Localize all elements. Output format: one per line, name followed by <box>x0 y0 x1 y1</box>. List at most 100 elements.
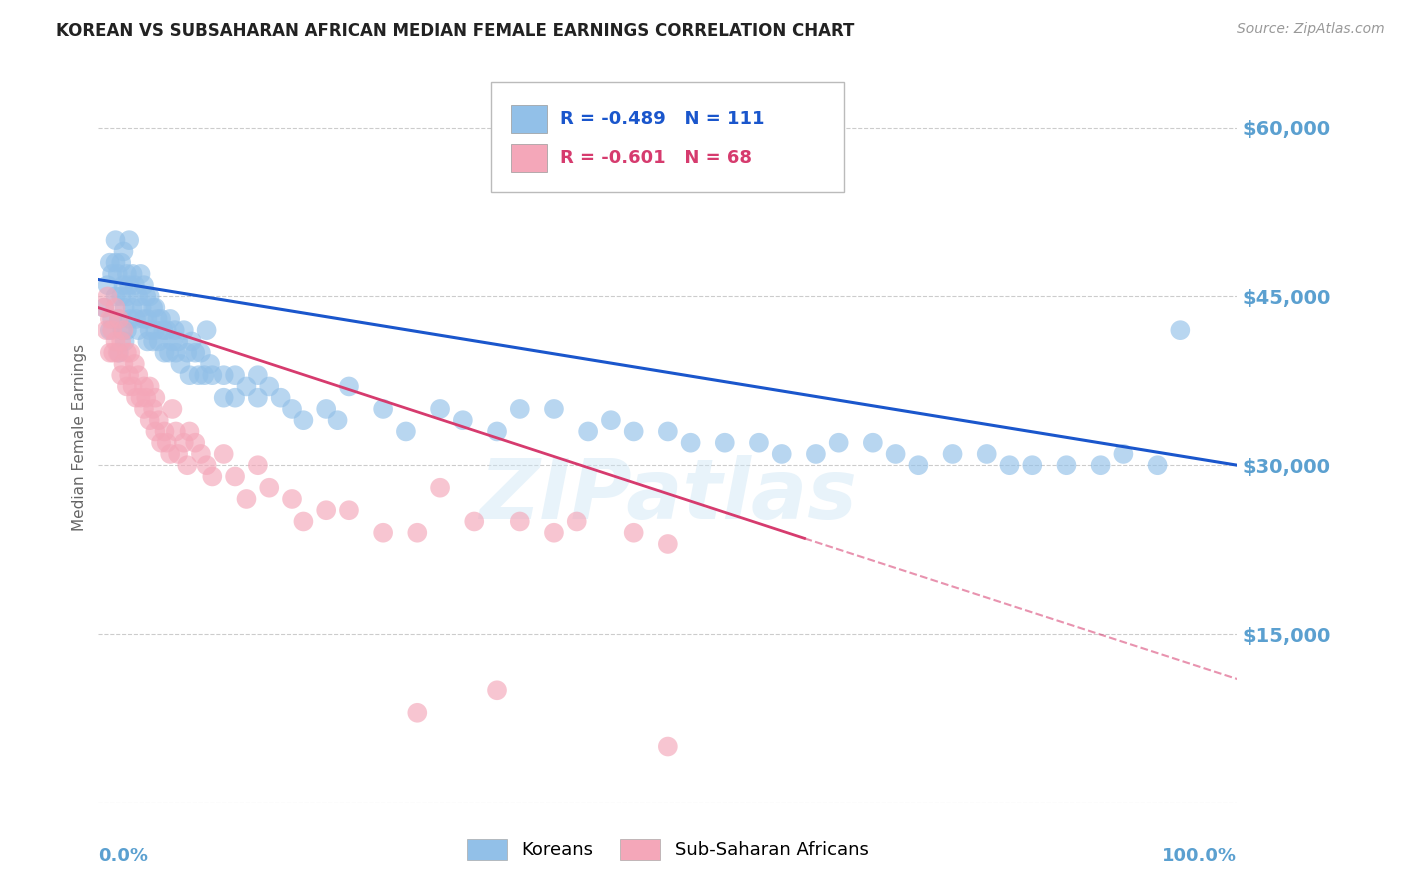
Point <box>543 525 565 540</box>
Point <box>165 345 187 359</box>
Point <box>138 289 160 303</box>
Point <box>101 312 124 326</box>
Text: KOREAN VS SUBSAHARAN AFRICAN MEDIAN FEMALE EARNINGS CORRELATION CHART: KOREAN VS SUBSAHARAN AFRICAN MEDIAN FEMA… <box>56 22 855 40</box>
Point <box>292 413 315 427</box>
Point <box>111 323 134 337</box>
Point <box>132 379 155 393</box>
Point <box>132 312 155 326</box>
Point <box>406 525 429 540</box>
Point <box>110 368 132 383</box>
Point <box>184 345 207 359</box>
Point <box>187 368 209 383</box>
Point <box>132 401 155 416</box>
Point <box>623 425 645 439</box>
Point <box>184 435 207 450</box>
Point <box>152 323 174 337</box>
Point <box>1170 323 1192 337</box>
Point <box>714 435 737 450</box>
Point <box>104 334 127 349</box>
Point <box>104 233 127 247</box>
Point <box>907 458 929 473</box>
FancyBboxPatch shape <box>510 144 547 171</box>
Point <box>165 425 187 439</box>
Point <box>138 323 160 337</box>
Point <box>115 267 138 281</box>
Point <box>292 515 315 529</box>
Point <box>173 435 195 450</box>
Point <box>93 301 115 315</box>
Point <box>942 447 965 461</box>
Point <box>337 379 360 393</box>
Text: ZIPatlas: ZIPatlas <box>479 455 856 536</box>
Point <box>326 413 349 427</box>
Point <box>132 278 155 293</box>
Point <box>176 458 198 473</box>
Point <box>657 425 679 439</box>
Point <box>115 323 138 337</box>
Point <box>101 267 124 281</box>
Point <box>600 413 623 427</box>
Point <box>156 323 179 337</box>
Point <box>114 334 136 349</box>
Point <box>337 503 360 517</box>
Point <box>142 301 165 315</box>
Point <box>1146 458 1168 473</box>
Point <box>121 267 143 281</box>
Point <box>136 334 159 349</box>
Point <box>96 289 118 303</box>
Point <box>120 345 142 359</box>
Text: Source: ZipAtlas.com: Source: ZipAtlas.com <box>1237 22 1385 37</box>
Point <box>828 435 851 450</box>
Point <box>98 312 121 326</box>
Point <box>120 312 142 326</box>
Point <box>246 391 269 405</box>
Point <box>486 425 509 439</box>
Point <box>1021 458 1043 473</box>
Point <box>212 368 235 383</box>
Point <box>118 368 141 383</box>
Point <box>748 435 770 450</box>
Point <box>429 481 451 495</box>
Point <box>486 683 509 698</box>
Point <box>162 334 184 349</box>
Point <box>212 447 235 461</box>
Text: R = -0.489   N = 111: R = -0.489 N = 111 <box>560 110 763 128</box>
Point <box>112 357 135 371</box>
Point <box>121 301 143 315</box>
Point <box>125 391 148 405</box>
Point <box>235 379 257 393</box>
Point <box>163 323 186 337</box>
Point <box>138 413 160 427</box>
Text: R = -0.601   N = 68: R = -0.601 N = 68 <box>560 149 752 167</box>
Point <box>281 491 304 506</box>
Point <box>195 323 218 337</box>
Point <box>190 447 212 461</box>
Point <box>153 425 176 439</box>
Point <box>98 323 121 337</box>
Point <box>429 401 451 416</box>
Point <box>124 278 146 293</box>
Point <box>142 334 165 349</box>
Point <box>150 435 173 450</box>
Point <box>169 357 191 371</box>
Point <box>179 425 201 439</box>
Point <box>371 401 394 416</box>
Point <box>112 323 135 337</box>
Point <box>112 278 135 293</box>
Point <box>145 323 167 337</box>
Legend: Koreans, Sub-Saharan Africans: Koreans, Sub-Saharan Africans <box>460 831 876 867</box>
Point <box>190 345 212 359</box>
Y-axis label: Median Female Earnings: Median Female Earnings <box>72 343 87 531</box>
Point <box>145 391 167 405</box>
Point <box>224 469 246 483</box>
Point <box>224 368 246 383</box>
Point <box>770 447 793 461</box>
Point <box>108 345 131 359</box>
Point <box>173 323 195 337</box>
Point <box>107 267 129 281</box>
Point <box>104 289 127 303</box>
Point <box>543 401 565 416</box>
Point <box>101 323 124 337</box>
Point <box>148 413 170 427</box>
Point <box>98 255 121 269</box>
